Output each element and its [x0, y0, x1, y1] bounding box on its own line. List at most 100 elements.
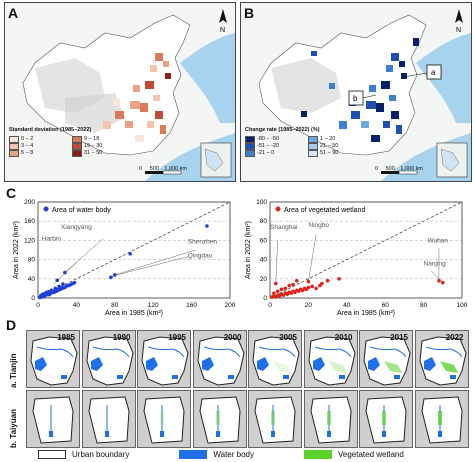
annotation-label: Nanjing	[424, 260, 446, 267]
callout-b: b	[353, 94, 358, 103]
city-patches-a	[103, 53, 171, 142]
city-map-cell	[248, 390, 302, 448]
x-tick-label: 20	[305, 302, 313, 309]
scale-bar-b: 0 500 1,000 km	[375, 166, 423, 172]
y-tick-label: 80	[28, 257, 36, 264]
y-tick-label: 0	[263, 295, 267, 302]
city-map-svg	[143, 396, 185, 444]
water-body-patch	[160, 431, 164, 437]
annotation-leader	[110, 256, 188, 277]
legend-urban-boundary: Urban boundary	[72, 450, 130, 459]
x-tick-label: 0	[268, 302, 272, 309]
data-point	[337, 277, 341, 281]
y-tick-label: 0	[31, 295, 35, 302]
data-point	[57, 284, 61, 289]
legend-vegetated-wetland: Vegetated wetland	[337, 450, 404, 459]
water-body-patch	[257, 357, 269, 371]
city-map-svg	[85, 336, 134, 386]
water-body-patch	[49, 431, 53, 437]
water-body-patch	[271, 431, 275, 437]
water-body-swatch	[179, 450, 208, 459]
scatter-vegetated-wetland: 0 20 40 60 80 100 0 20 40 60 80 100 Area in 1985 (km…	[240, 194, 470, 320]
x-axis-title: Area in 1985 (km²)	[337, 310, 395, 317]
north-label-b: N	[456, 27, 461, 34]
river-line	[36, 346, 74, 358]
city-map-cell: 2000	[192, 330, 247, 388]
river-line	[92, 346, 129, 358]
north-label-a: N	[220, 27, 225, 34]
river-line	[425, 346, 462, 358]
plot-frame	[269, 201, 463, 299]
legend-item: 31 – 50	[72, 150, 129, 157]
water-body-patch	[437, 431, 442, 437]
data-point	[314, 286, 318, 291]
legend-title: Standard deviation (1985–2022)	[9, 127, 92, 133]
year-label: 1990	[112, 333, 131, 342]
city-map-svg	[365, 396, 407, 444]
vegetated-wetland-patch	[384, 361, 402, 373]
scatter-water-svg: 0 40 80 120 160 200 0 40 80 120 160 200 Area in 1985…	[13, 199, 236, 317]
data-point	[310, 284, 315, 289]
legend-item: -51 – -20	[245, 143, 302, 150]
y-axis-title: Area in 2022 (km²)	[13, 221, 20, 279]
city-map-cell: 1985	[26, 330, 80, 388]
y-tick-label: 80	[260, 218, 268, 225]
water-body-patch	[90, 357, 103, 371]
annotation-leader	[64, 238, 104, 273]
scale-bar-a: 0 500 1,000 km	[139, 166, 187, 172]
scatter-wetland-svg: 0 20 40 60 80 100 0 20 40 60 80 100 Area in 1985 (km…	[245, 199, 468, 317]
annotation-leader	[308, 234, 317, 282]
water-body-patch	[215, 431, 220, 437]
data-point	[113, 273, 117, 277]
year-label: 2015	[390, 333, 408, 342]
city-map-svg	[307, 336, 356, 386]
y-axis-title: Area in 2022 (km²)	[245, 221, 252, 279]
data-point	[287, 283, 291, 288]
city-map-cell: 2015	[359, 330, 413, 388]
data-point	[306, 285, 311, 290]
map-a-svg: N	[5, 3, 235, 181]
y-tick-label: 20	[260, 276, 268, 283]
data-point	[441, 280, 445, 285]
city-map-cell: 1995	[137, 330, 191, 388]
panel-label-c: C	[6, 185, 17, 201]
x-tick-label: 40	[73, 302, 81, 309]
legend-item: -80 – -50	[245, 136, 302, 143]
x-tick-label: 100	[457, 302, 468, 309]
water-body-patch	[116, 375, 123, 379]
panel-a: N Standard deviation (1985–2022) 0 – 2 9…	[4, 2, 236, 182]
vegetated-wetland-patch	[382, 411, 386, 425]
x-axis-title: Area in 1985 (km²)	[105, 310, 163, 317]
data-point	[291, 282, 295, 287]
legend-std-dev: Standard deviation (1985–2022) 0 – 2 9 –…	[9, 127, 129, 157]
vegetated-wetland-patch	[328, 361, 347, 373]
data-point	[55, 278, 59, 283]
city-map-svg	[254, 396, 296, 444]
water-body-patch	[326, 431, 331, 437]
water-body-patch	[172, 375, 178, 379]
data-point	[53, 286, 58, 291]
data-point	[325, 278, 330, 283]
china-map-std-dev: N Standard deviation (1985–2022) 0 – 2 9…	[4, 2, 236, 182]
legend-label: Area of vegetated wetland	[284, 207, 365, 214]
city-map-svg	[363, 336, 411, 386]
y-tick-label: 120	[24, 237, 35, 244]
annotation-label: Ningbo	[308, 222, 329, 229]
legend-title: Change rate (1985–2022) (%)	[245, 127, 320, 133]
city-map-cell	[137, 390, 191, 448]
year-label: 1985	[57, 333, 75, 342]
data-point	[109, 275, 113, 280]
city-map-svg	[196, 336, 245, 386]
annotation-label: Shenzhen	[188, 238, 218, 245]
annotation-leader	[114, 249, 196, 276]
city-map-cell	[81, 390, 136, 448]
city-map-svg	[418, 336, 467, 386]
map-b-svg: a b N	[241, 3, 471, 181]
panel-b: a b N Change rate (1985–2022) (%) -80 – …	[240, 2, 472, 182]
year-label: 2022	[445, 333, 464, 342]
city-map-cell: 2005	[248, 330, 302, 388]
panel-d-grid: 1985 1990 1995 2000 2005 2010 2015 2022	[26, 330, 470, 448]
data-point	[63, 270, 67, 275]
water-body-patch	[312, 357, 325, 371]
x-tick-label: 40	[343, 302, 351, 309]
